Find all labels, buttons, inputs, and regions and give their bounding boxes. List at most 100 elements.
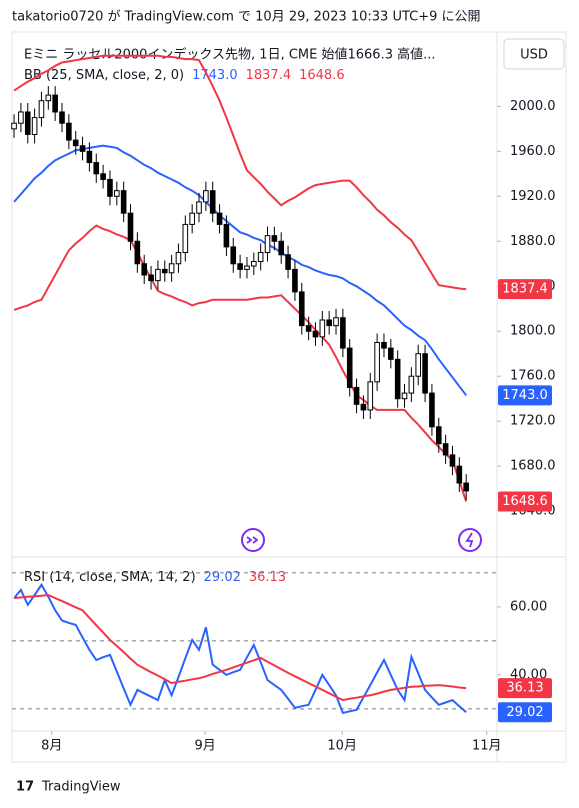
candle-body (59, 111, 65, 124)
price-badge (498, 678, 552, 699)
candle-body (230, 246, 237, 265)
price-badge (498, 491, 552, 512)
y-tick-label: 1960.0 (510, 144, 556, 159)
candle-body (175, 252, 182, 265)
candle-body (203, 190, 209, 203)
price-badge-label: 1837.4 (502, 282, 548, 297)
candle-body (435, 426, 442, 445)
price-badge (498, 279, 552, 300)
chart-title: Eミニ ラッセル2000インデックス先物, 1日, CME 始値1666.3 高… (24, 47, 436, 63)
candle-body (45, 94, 52, 102)
candle-body (442, 443, 449, 456)
candle-body (278, 240, 285, 256)
bb-line (13, 54, 467, 291)
chart-frame (11, 31, 567, 763)
candle-body (285, 254, 291, 270)
candle-body (408, 375, 415, 394)
price-badge-label: 1648.6 (502, 494, 548, 509)
rsi-value: 29.02 (204, 570, 241, 585)
candle-body (216, 212, 223, 225)
candle-body (86, 150, 93, 164)
candle-body (264, 235, 271, 254)
price-badge (498, 385, 552, 406)
candle-body (31, 117, 38, 135)
candle-body (305, 325, 312, 332)
bb-title: BB (25, SMA, close, 2, 0) (24, 68, 184, 83)
rsi-legend: RSI (14, close, SMA, 14, 2) 29.02 36.13 (24, 570, 286, 585)
candle-body (292, 268, 298, 293)
candle-body (11, 122, 17, 130)
price-badge (498, 702, 552, 723)
candle-body (168, 263, 175, 274)
rsi-sma-value: 36.13 (249, 570, 286, 585)
candle-body (141, 263, 148, 276)
brand: TradingView (41, 780, 121, 795)
candle-body (134, 240, 141, 265)
candle-body (182, 223, 189, 254)
y-tick-label: 60.00 (510, 599, 547, 614)
candle-body (196, 201, 202, 214)
bb-basis-value: 1743.0 (192, 68, 238, 83)
rsi-line (13, 582, 467, 715)
candle-body (155, 268, 161, 282)
candle-body (429, 392, 435, 428)
published: takatorio0720 が TradingView.com で 10月 29… (12, 10, 481, 25)
currency-button[interactable] (503, 38, 565, 70)
candle-body (223, 223, 230, 248)
candle-body (401, 392, 408, 400)
rsi-line (13, 593, 467, 702)
x-tick-label: 10月 (327, 739, 357, 754)
candle-body (456, 465, 463, 484)
candle-body (127, 212, 134, 242)
candle-body (367, 381, 374, 411)
candle-body (120, 190, 127, 214)
y-tick-label: 1680.0 (510, 459, 556, 474)
y-tick-label: 1800.0 (510, 324, 556, 339)
y-tick-label: 1720.0 (510, 414, 556, 429)
candle-body (114, 190, 120, 197)
candle-body (353, 386, 360, 405)
candle-body (148, 274, 154, 282)
candle-body (463, 482, 469, 492)
candle-body (18, 111, 24, 124)
x-tick-label: 11月 (472, 739, 502, 754)
candle-body (333, 317, 339, 327)
x-tick-label: 8月 (41, 739, 62, 754)
candle-body (189, 212, 195, 225)
candle-body (38, 100, 45, 119)
y-tick-label: 2000.0 (510, 99, 556, 114)
candle-body (449, 454, 456, 467)
candle-body (244, 265, 250, 270)
candle-body (298, 291, 305, 327)
candle-body (415, 353, 422, 377)
candle-body (422, 353, 428, 394)
candle-body (360, 403, 367, 411)
candle-body (161, 268, 168, 274)
candle-body (52, 94, 58, 113)
candle-body (394, 358, 401, 400)
y-tick-label: 1880.0 (510, 234, 556, 249)
candle-body (381, 341, 387, 349)
bb-line (13, 224, 468, 502)
candle-body (72, 139, 79, 147)
candle-body (271, 235, 278, 242)
candle-body (340, 317, 346, 349)
candle-body (346, 347, 353, 388)
candle-body (107, 178, 113, 197)
brand-logo: 𝟭𝟳 (16, 780, 34, 795)
candle-body (24, 111, 31, 135)
event-icon[interactable] (458, 528, 482, 552)
candle-body (312, 330, 319, 338)
event-icon[interactable] (241, 528, 265, 552)
price-badge-label: 36.13 (506, 681, 543, 696)
candle-body (251, 261, 257, 267)
bb-lower-value: 1648.6 (299, 68, 345, 83)
y-tick-label: 1920.0 (510, 189, 556, 204)
price-badge-label: 1743.0 (502, 388, 548, 403)
candle-body (319, 319, 326, 338)
candle-body (257, 252, 264, 263)
candle-body (66, 122, 72, 141)
price-badge-label: 29.02 (506, 705, 543, 720)
rsi-title: RSI (14, close, SMA, 14, 2) (24, 570, 196, 585)
